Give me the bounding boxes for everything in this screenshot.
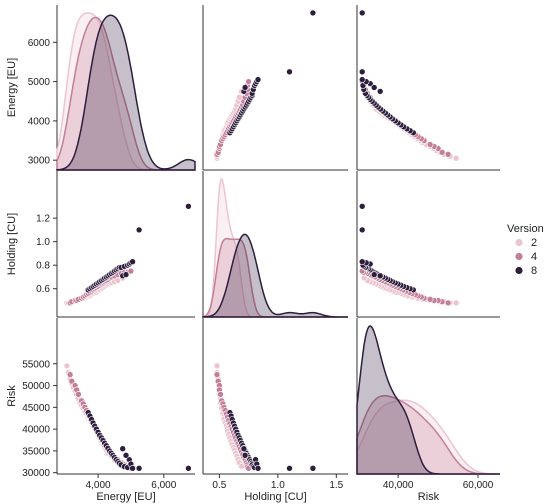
kde-energy-series-8 xyxy=(56,14,196,171)
panel-holding-vs-risk xyxy=(356,171,500,318)
ytick-label-holding: 1.2 xyxy=(36,214,50,225)
xtick-label-holding: 1.0 xyxy=(271,480,285,491)
ytick-label-energy: 4000 xyxy=(28,116,51,127)
scatter-point-series-8 xyxy=(241,84,249,91)
scatter-point-series-4 xyxy=(426,141,434,148)
scatter-point-series-8 xyxy=(185,464,192,472)
scatter-point-series-8 xyxy=(135,226,143,234)
scatter-point-series-4 xyxy=(213,371,221,378)
scatter-point-series-8 xyxy=(358,203,366,210)
legend-marker-2 xyxy=(515,238,523,247)
scatter-point-series-4 xyxy=(68,377,76,385)
scatter-point-series-8 xyxy=(358,258,366,266)
xtick-label-energy: 6,000 xyxy=(151,480,176,491)
kde-risk-series-8 xyxy=(356,325,500,475)
kde-risk-series-2 xyxy=(356,399,500,475)
scatter-point-series-8 xyxy=(135,464,143,472)
scatter-point-series-8 xyxy=(122,271,130,278)
legend-marker-4 xyxy=(515,252,523,261)
ytick-label-risk: 40000 xyxy=(22,425,50,436)
scatter-point-series-8 xyxy=(370,271,378,278)
panel-energy-vs-risk xyxy=(356,5,500,171)
scatter-point-series-2 xyxy=(213,362,221,370)
scatter-point-series-4 xyxy=(444,151,452,158)
xlabel-holding: Holding [CU] xyxy=(244,491,306,503)
ytick-label-risk: 50000 xyxy=(22,381,50,392)
legend-label-8: 8 xyxy=(531,265,537,277)
kde-holding-series-8 xyxy=(202,233,348,318)
ytick-label-risk: 55000 xyxy=(22,359,50,370)
scatter-point-series-4 xyxy=(66,371,74,378)
legend: Version 2 4 8 xyxy=(507,223,544,277)
scatter-point-series-8 xyxy=(240,445,248,453)
ylabel-holding: Holding [CU] xyxy=(6,213,18,275)
ylabel-risk: Risk xyxy=(6,385,18,407)
xtick-label-holding: 1.5 xyxy=(329,480,343,491)
scatter-point-series-8 xyxy=(254,76,262,83)
ytick-label-risk: 35000 xyxy=(22,446,50,457)
xtick-label-energy: 4,000 xyxy=(86,480,111,491)
scatter-point-series-4 xyxy=(438,149,446,156)
scatter-point-series-8 xyxy=(129,464,136,472)
scatter-point-series-8 xyxy=(309,464,317,472)
scatter-point-series-8 xyxy=(254,464,262,472)
scatter-point-series-4 xyxy=(217,390,224,398)
ylabel-energy: Energy [EU] xyxy=(6,58,18,117)
xtick-label-risk: 60,000 xyxy=(463,480,494,491)
scatter-point-series-8 xyxy=(129,258,136,266)
scatter-point-series-8 xyxy=(358,226,366,234)
ytick-label-holding: 1.0 xyxy=(36,237,50,248)
xtick-label-holding: 0.5 xyxy=(212,480,226,491)
scatter-point-series-8 xyxy=(286,464,293,472)
panel-risk-vs-risk xyxy=(356,318,500,475)
scatter-point-series-2 xyxy=(452,299,460,307)
ytick-label-holding: 0.6 xyxy=(36,284,50,295)
scatter-point-series-8 xyxy=(358,68,366,76)
scatter-point-series-8 xyxy=(376,272,384,280)
scatter-point-series-8 xyxy=(185,203,192,210)
legend-marker-8 xyxy=(515,266,523,275)
panel-risk-vs-holding xyxy=(202,318,348,475)
panel-holding-vs-energy xyxy=(56,171,195,318)
panel-holding-vs-holding xyxy=(202,171,348,318)
scatter-point-series-8 xyxy=(376,88,384,95)
legend-title: Version xyxy=(507,223,544,235)
scatter-point-series-4 xyxy=(245,78,252,85)
scatter-point-series-2 xyxy=(452,154,460,162)
panel-energy-vs-energy xyxy=(56,5,196,171)
scatter-point-series-8 xyxy=(286,68,293,76)
scatter-point-series-8 xyxy=(119,445,126,453)
scatter-point-series-8 xyxy=(358,9,366,17)
scatter-point-series-8 xyxy=(370,84,378,91)
panel-energy-vs-holding xyxy=(202,5,348,171)
scatter-point-series-8 xyxy=(241,451,249,459)
scatter-point-series-4 xyxy=(444,299,452,307)
legend-label-4: 4 xyxy=(531,251,537,263)
xlabel-risk: Risk xyxy=(418,491,440,503)
scatter-point-series-8 xyxy=(358,76,366,83)
legend-label-2: 2 xyxy=(531,237,537,249)
ytick-label-energy: 5000 xyxy=(28,77,51,88)
ytick-label-risk: 45000 xyxy=(22,403,50,414)
ytick-label-holding: 0.8 xyxy=(36,261,50,272)
xlabel-energy: Energy [EU] xyxy=(96,491,155,503)
xtick-label-risk: 40,000 xyxy=(383,480,414,491)
scatter-point-series-8 xyxy=(309,9,317,17)
ytick-label-energy: 3000 xyxy=(28,156,51,167)
ytick-label-risk: 30000 xyxy=(22,468,50,479)
scatter-point-series-2 xyxy=(63,362,71,370)
scatter-point-series-8 xyxy=(122,451,130,459)
scatter-point-series-4 xyxy=(426,295,434,303)
scatter-point-series-4 xyxy=(127,267,135,275)
ytick-label-energy: 6000 xyxy=(28,38,51,49)
panel-risk-vs-energy xyxy=(56,318,195,475)
scatter-point-series-4 xyxy=(75,390,82,398)
